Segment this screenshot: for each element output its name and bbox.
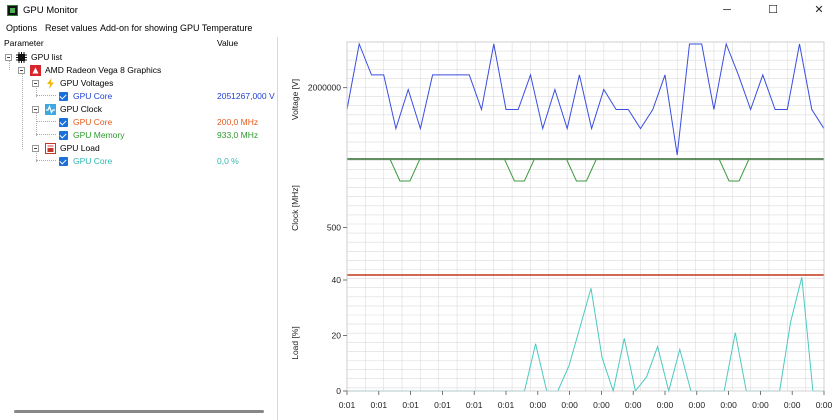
tree-label: GPU Core xyxy=(73,156,113,166)
horizontal-scrollbar[interactable] xyxy=(14,410,264,413)
menu-addon-temperature[interactable]: Add-on for showing GPU Temperature xyxy=(100,23,253,33)
tree-connector xyxy=(36,160,56,161)
lightning-icon xyxy=(45,78,56,89)
x-tick-label: 0:00 xyxy=(625,400,642,410)
amd-logo-icon xyxy=(30,65,41,76)
voltage-plot xyxy=(346,42,825,156)
tree-item-clock-gpu-core[interactable]: GPU Core 200,0 MHz xyxy=(0,116,278,129)
collapse-toggle[interactable] xyxy=(18,67,25,74)
clock-memory-dip xyxy=(565,158,597,182)
tree-connector xyxy=(9,60,10,70)
tree-value: 0,0 % xyxy=(217,156,239,166)
tree-item-voltage-gpu-core[interactable]: GPU Core 2051267,000 V xyxy=(0,90,278,103)
x-tick-label: 0:00 xyxy=(593,400,610,410)
x-tick-label: 0:00 xyxy=(816,400,833,410)
clock-memory-dip xyxy=(389,158,421,182)
x-tick-label: 0:00 xyxy=(752,400,769,410)
parameter-tree-panel: Parameter Value GPU list AMD Radeon Vega… xyxy=(0,37,278,420)
plot-frame xyxy=(346,41,825,392)
clock-waveform-icon xyxy=(45,104,56,115)
x-tick-label: 0:00 xyxy=(561,400,578,410)
x-tick-label: 0:00 xyxy=(784,400,801,410)
title-bar: GPU Monitor ─ ☐ ✕ xyxy=(0,0,840,21)
tree-connector xyxy=(36,121,56,122)
series-checkbox[interactable] xyxy=(59,131,68,140)
column-header-parameter[interactable]: Parameter xyxy=(4,38,44,48)
x-tick-label: 0:00 xyxy=(689,400,706,410)
tree-label: GPU Core xyxy=(73,91,113,101)
tree-connector xyxy=(22,73,23,149)
voltage-series-line xyxy=(346,42,825,156)
x-tick-label: 0:01 xyxy=(498,400,515,410)
tree-value: 933,0 MHz xyxy=(217,130,259,140)
x-tick-label: 0:00 xyxy=(657,400,674,410)
series-checkbox[interactable] xyxy=(59,118,68,127)
tree-connector xyxy=(36,112,37,136)
clock-memory-dip xyxy=(718,158,750,182)
y-tick-label: 0 xyxy=(336,386,341,396)
tree-label: GPU Core xyxy=(73,117,113,127)
tree-label: AMD Radeon Vega 8 Graphics xyxy=(45,65,162,75)
y-tick-label: 500 xyxy=(327,223,341,233)
menu-reset-values[interactable]: Reset values xyxy=(45,23,98,33)
tree-value: 2051267,000 V xyxy=(217,91,275,101)
window-title: GPU Monitor xyxy=(23,5,78,16)
y-tick-label: 2000000 xyxy=(308,83,341,93)
y-axis-label: Voltage [V] xyxy=(290,79,300,120)
tree-connector xyxy=(36,134,56,135)
tree-connector xyxy=(36,151,37,162)
tree-label: GPU Voltages xyxy=(60,78,114,88)
tree-item-load-gpu-core[interactable]: GPU Core 0,0 % xyxy=(0,155,278,168)
tree-node-gpu-list[interactable]: GPU list xyxy=(0,51,278,64)
tree-connector xyxy=(36,95,56,96)
x-tick-label: 0:01 xyxy=(371,400,388,410)
monitor-chart: 2000000 Voltage [V] 500 Clock [MHz] 0 20 40 Loa… xyxy=(290,41,833,410)
x-tick-label: 0:01 xyxy=(402,400,419,410)
tree-label: GPU Clock xyxy=(60,104,103,114)
grid xyxy=(346,41,825,391)
chip-icon xyxy=(16,52,27,63)
column-header-value[interactable]: Value xyxy=(217,38,239,48)
maximize-button[interactable]: ☐ xyxy=(768,4,778,16)
tree-node-gpu-voltages[interactable]: GPU Voltages xyxy=(0,77,278,90)
tree-value: 200,0 MHz xyxy=(217,117,259,127)
clock-plot xyxy=(347,158,824,276)
y-tick-label: 20 xyxy=(332,331,342,341)
tree-node-gpu-clock[interactable]: GPU Clock xyxy=(0,103,278,116)
series-checkbox[interactable] xyxy=(59,92,68,101)
tree-label: GPU Load xyxy=(60,143,100,153)
chart-area: 2000000 Voltage [V] 500 Clock [MHz] 0 20 40 Loa… xyxy=(279,37,840,420)
close-button[interactable]: ✕ xyxy=(814,4,824,16)
menu-options[interactable]: Options xyxy=(6,23,38,33)
collapse-toggle[interactable] xyxy=(32,106,39,113)
y-axis-label: Clock [MHz] xyxy=(290,185,300,231)
tree-item-clock-gpu-memory[interactable]: GPU Memory 933,0 MHz xyxy=(0,129,278,142)
tree-label: GPU Memory xyxy=(73,130,125,140)
collapse-toggle[interactable] xyxy=(5,54,12,61)
x-tick-label: 0:01 xyxy=(339,400,356,410)
y-axis-label: Load [%] xyxy=(290,326,300,360)
collapse-toggle[interactable] xyxy=(32,145,39,152)
tree-label: GPU list xyxy=(31,52,63,62)
clock-memory-dip xyxy=(503,158,535,182)
load-gauge-icon xyxy=(45,143,56,154)
tree-node-gpu-load[interactable]: GPU Load xyxy=(0,142,278,155)
series-checkbox[interactable] xyxy=(59,157,68,166)
minimize-button[interactable]: ─ xyxy=(723,4,731,16)
menu-bar: Options Reset values Add-on for showing … xyxy=(0,21,840,37)
x-tick-label: 0:00 xyxy=(530,400,547,410)
axes: 2000000 Voltage [V] 500 Clock [MHz] 0 20 40 Loa… xyxy=(290,41,833,410)
gpu-chip-icon xyxy=(7,5,18,16)
x-tick-label: 0:01 xyxy=(466,400,483,410)
tree-connector xyxy=(36,86,37,97)
y-tick-label: 40 xyxy=(332,275,342,285)
x-tick-label: 0:00 xyxy=(720,400,737,410)
x-tick-label: 0:01 xyxy=(434,400,451,410)
tree-node-gpu-device[interactable]: AMD Radeon Vega 8 Graphics xyxy=(0,64,278,77)
collapse-toggle[interactable] xyxy=(32,80,39,87)
